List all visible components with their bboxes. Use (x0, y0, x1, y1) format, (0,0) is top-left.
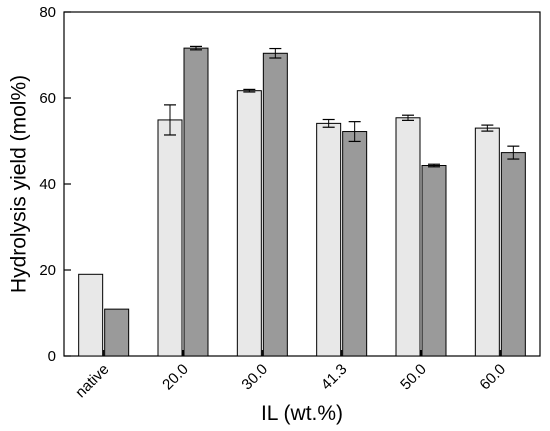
y-tick-label: 40 (39, 176, 56, 193)
error-bar (402, 114, 414, 121)
error-bar (269, 47, 282, 59)
y-tick-label: 80 (39, 4, 56, 21)
y-tick-label: 60 (39, 90, 56, 107)
x-tick-label: native (72, 361, 112, 401)
x-axis-title: IL (wt.%) (261, 402, 343, 425)
bar-series1-2 (236, 90, 262, 357)
bar-series2-0 (104, 308, 130, 357)
plot-area-border (63, 11, 541, 357)
error-bar (322, 118, 335, 128)
error-bar (481, 124, 494, 132)
bar-series2-4 (421, 165, 447, 357)
bar-series1-1 (157, 119, 183, 357)
bar-series2-2 (262, 52, 288, 357)
y-axis: 0 20 40 60 80 (39, 4, 71, 365)
x-axis: native 20.0 30.0 41.3 50.0 60.0 (72, 350, 509, 401)
error-bar (243, 88, 256, 93)
plot-frame (63, 11, 541, 357)
y-tick-label: 0 (48, 348, 56, 365)
error-bar (348, 121, 361, 143)
y-tick-label: 20 (39, 262, 56, 279)
y-axis-title: Hydrolysis yield (mol%) (8, 75, 31, 293)
error-bar (164, 104, 176, 136)
bar-series1-4 (395, 117, 421, 357)
error-bar (428, 163, 440, 168)
bar-series1-0 (78, 273, 104, 357)
bar-series1-3 (316, 122, 342, 357)
x-tick-label: 30.0 (238, 361, 271, 394)
x-tick-label: 60.0 (476, 361, 509, 394)
bar-series2-3 (342, 131, 368, 357)
x-tick-label: 50.0 (397, 361, 430, 394)
error-bar (190, 45, 202, 51)
error-bar (507, 145, 520, 160)
x-tick-label: 20.0 (159, 361, 192, 394)
x-tick-label: 41.3 (318, 361, 351, 394)
bars-group (78, 45, 526, 357)
bar-series1-5 (474, 127, 500, 357)
bar-series2-5 (500, 152, 526, 357)
bar-series2-1 (183, 47, 209, 357)
